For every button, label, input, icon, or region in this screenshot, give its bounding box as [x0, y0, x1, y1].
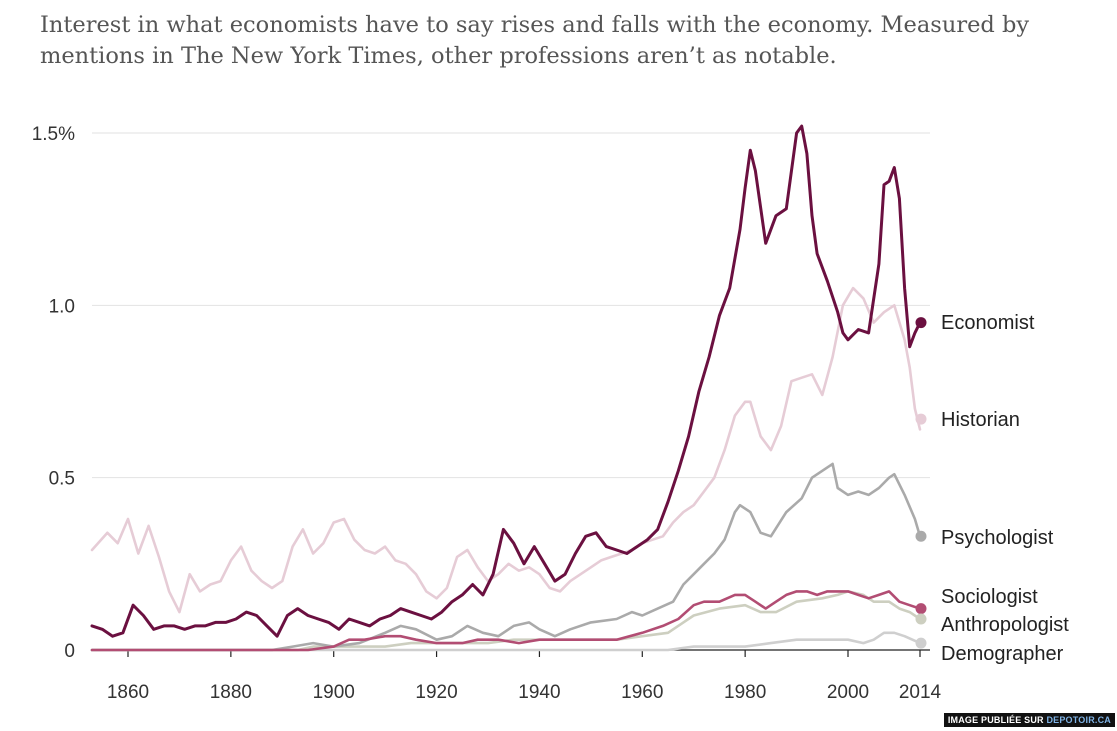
chart-subtitle: Interest in what economists have to say …	[40, 12, 1030, 69]
x-tick-label: 1960	[621, 682, 663, 703]
series-lines	[90, 124, 922, 652]
end-dot-demographer	[915, 637, 927, 649]
series-line-sociologist	[90, 590, 922, 652]
end-dot-economist	[915, 317, 927, 329]
x-tick-label: 1920	[415, 682, 457, 703]
series-label-demographer: Demographer	[941, 643, 1064, 665]
series-line-psychologist	[90, 462, 922, 652]
watermark-prefix: IMAGE PUBLIÉE SUR	[947, 715, 1044, 725]
series-line-economist	[90, 124, 922, 638]
x-tick-label: 1980	[724, 682, 766, 703]
end-dot-psychologist	[915, 530, 927, 542]
series-label-sociologist: Sociologist	[941, 586, 1038, 608]
series-line-historian	[90, 286, 922, 614]
end-dot-historian	[915, 413, 927, 425]
x-tick-label: 2000	[827, 682, 869, 703]
x-tick-label: 1880	[210, 682, 252, 703]
series-end-labels: Economist Historian Psychologist Sociologis…	[915, 312, 1069, 665]
y-tick-label: 0	[64, 641, 75, 662]
gridlines	[92, 132, 930, 479]
axes: 0 0.5 1.0 1.5% 1860 1880 1900 1920 1940 1960 1980 2…	[32, 124, 942, 703]
x-tick-label: 2014	[899, 682, 942, 703]
series-label-economist: Economist	[941, 312, 1035, 334]
x-tick-label: 1860	[107, 682, 149, 703]
x-tick-label: 1900	[313, 682, 355, 703]
series-label-anthropologist: Anthropologist	[941, 614, 1069, 636]
end-dot-sociologist	[915, 603, 927, 615]
watermark-site: DEPOTOIR.CA	[1046, 715, 1111, 725]
series-label-psychologist: Psychologist	[941, 527, 1054, 549]
end-dot-anthropologist	[915, 613, 927, 625]
watermark: IMAGE PUBLIÉE SUR DEPOTOIR.CA	[943, 713, 1115, 727]
series-label-historian: Historian	[941, 409, 1020, 431]
y-tick-label: 1.5%	[32, 124, 75, 145]
x-tick-label: 1940	[518, 682, 560, 703]
y-tick-label: 0.5	[49, 469, 75, 490]
series-line-demographer	[90, 631, 922, 652]
y-tick-label: 1.0	[49, 296, 75, 317]
